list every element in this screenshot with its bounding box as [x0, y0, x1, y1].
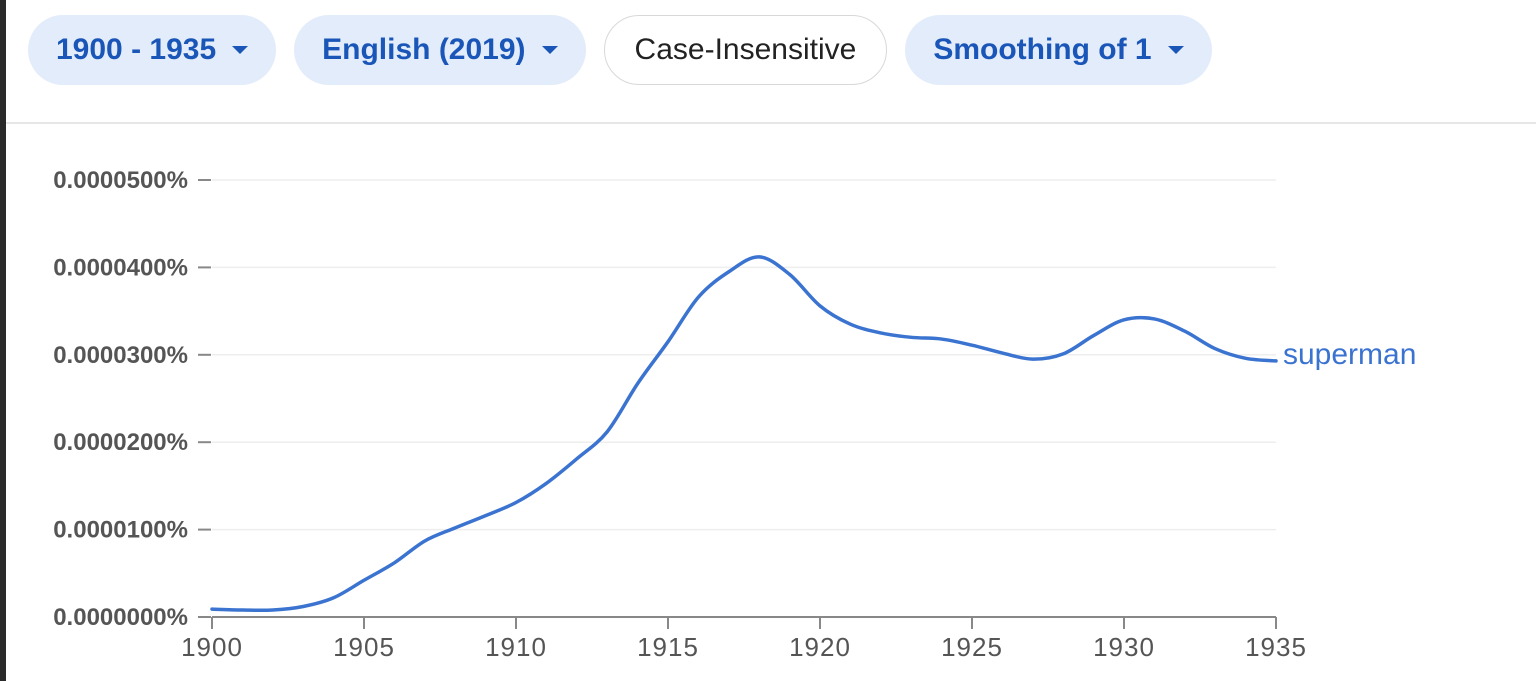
x-tick-label: 1925 — [941, 632, 1003, 662]
query-toolbar: 1900 - 1935 English (2019) Case-Insensit… — [28, 14, 1212, 86]
year-range-dropdown[interactable]: 1900 - 1935 — [28, 15, 277, 85]
chevron-down-icon — [1167, 46, 1184, 54]
x-tick-label: 1930 — [1093, 632, 1155, 662]
chevron-down-icon — [541, 46, 558, 54]
window-edge — [0, 0, 6, 681]
smoothing-label: Smoothing of 1 — [933, 33, 1152, 66]
x-tick-label: 1915 — [637, 632, 699, 662]
series-label-superman[interactable]: superman — [1283, 338, 1416, 371]
y-tick-label: 0.0000100% — [53, 517, 188, 544]
y-tick-label: 0.0000300% — [53, 342, 188, 369]
x-tick-label: 1935 — [1245, 632, 1307, 662]
corpus-dropdown[interactable]: English (2019) — [294, 15, 586, 85]
corpus-label: English (2019) — [322, 33, 526, 66]
smoothing-dropdown[interactable]: Smoothing of 1 — [905, 15, 1212, 85]
y-tick-label: 0.0000500% — [53, 167, 188, 194]
case-label: Case-Insensitive — [634, 33, 857, 66]
y-tick-label: 0.0000400% — [53, 254, 188, 281]
series-line-superman — [210, 255, 1278, 613]
x-tick-label: 1900 — [181, 632, 243, 662]
x-tick-label: 1910 — [485, 632, 547, 662]
x-tick-label: 1905 — [333, 632, 395, 662]
toolbar-divider — [6, 122, 1536, 124]
y-tick-label: 0.0000000% — [53, 604, 188, 631]
y-tick-label: 0.0000200% — [53, 429, 188, 456]
x-tick-label: 1920 — [789, 632, 851, 662]
chevron-down-icon — [232, 46, 249, 54]
year-range-label: 1900 - 1935 — [56, 33, 217, 66]
case-insensitive-toggle[interactable]: Case-Insensitive — [603, 15, 888, 85]
